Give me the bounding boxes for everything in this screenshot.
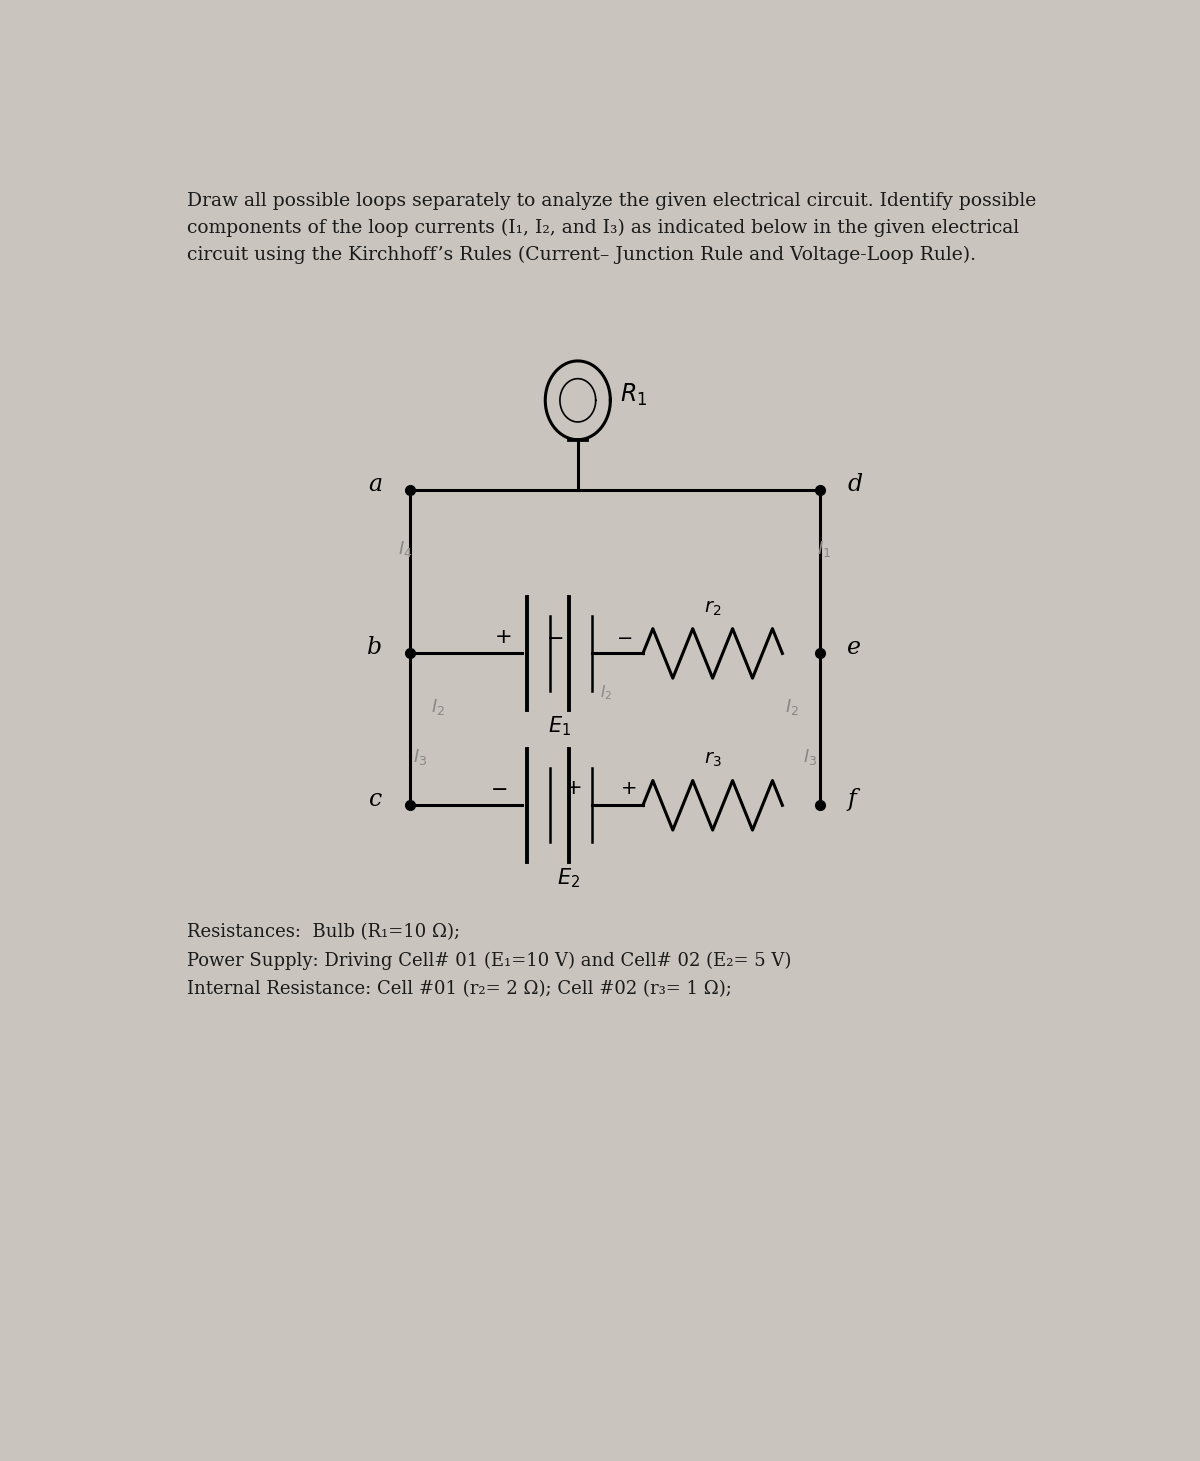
Text: $r_2$: $r_2$ bbox=[704, 599, 721, 618]
Text: +: + bbox=[494, 627, 512, 647]
Text: $E_2$: $E_2$ bbox=[557, 866, 580, 890]
Text: Draw all possible loops separately to analyze the given electrical circuit. Iden: Draw all possible loops separately to an… bbox=[187, 193, 1037, 264]
Text: $I_2$: $I_2$ bbox=[785, 697, 799, 717]
Text: $-$: $-$ bbox=[546, 627, 563, 647]
Text: $I_4$: $I_4$ bbox=[398, 539, 413, 560]
Text: f: f bbox=[847, 787, 857, 811]
Text: $I_1$: $I_1$ bbox=[817, 539, 832, 560]
Text: Resistances:  Bulb (R₁=10 Ω);: Resistances: Bulb (R₁=10 Ω); bbox=[187, 923, 461, 941]
Text: $I_3$: $I_3$ bbox=[803, 748, 817, 767]
Text: d: d bbox=[847, 473, 863, 497]
Text: a: a bbox=[368, 473, 383, 497]
Text: Internal Resistance: Cell #01 (r₂= 2 Ω); Cell #02 (r₃= 1 Ω);: Internal Resistance: Cell #01 (r₂= 2 Ω);… bbox=[187, 980, 732, 998]
Text: $-$: $-$ bbox=[490, 779, 508, 798]
Text: $I_2$: $I_2$ bbox=[431, 697, 445, 717]
Text: $I_3$: $I_3$ bbox=[413, 748, 427, 767]
Text: +: + bbox=[564, 779, 582, 798]
Text: b: b bbox=[367, 637, 383, 659]
Text: $-$: $-$ bbox=[616, 627, 632, 646]
Text: $I_2$: $I_2$ bbox=[600, 684, 612, 703]
Text: c: c bbox=[370, 787, 383, 811]
Text: $R_1$: $R_1$ bbox=[619, 381, 647, 408]
Text: $r_3$: $r_3$ bbox=[704, 751, 721, 770]
Text: e: e bbox=[847, 637, 862, 659]
Text: Power Supply: Driving Cell# 01 (E₁=10 V) and Cell# 02 (E₂= 5 V): Power Supply: Driving Cell# 01 (E₁=10 V)… bbox=[187, 951, 792, 970]
Text: $E_1$: $E_1$ bbox=[547, 714, 571, 738]
Text: +: + bbox=[620, 779, 637, 798]
